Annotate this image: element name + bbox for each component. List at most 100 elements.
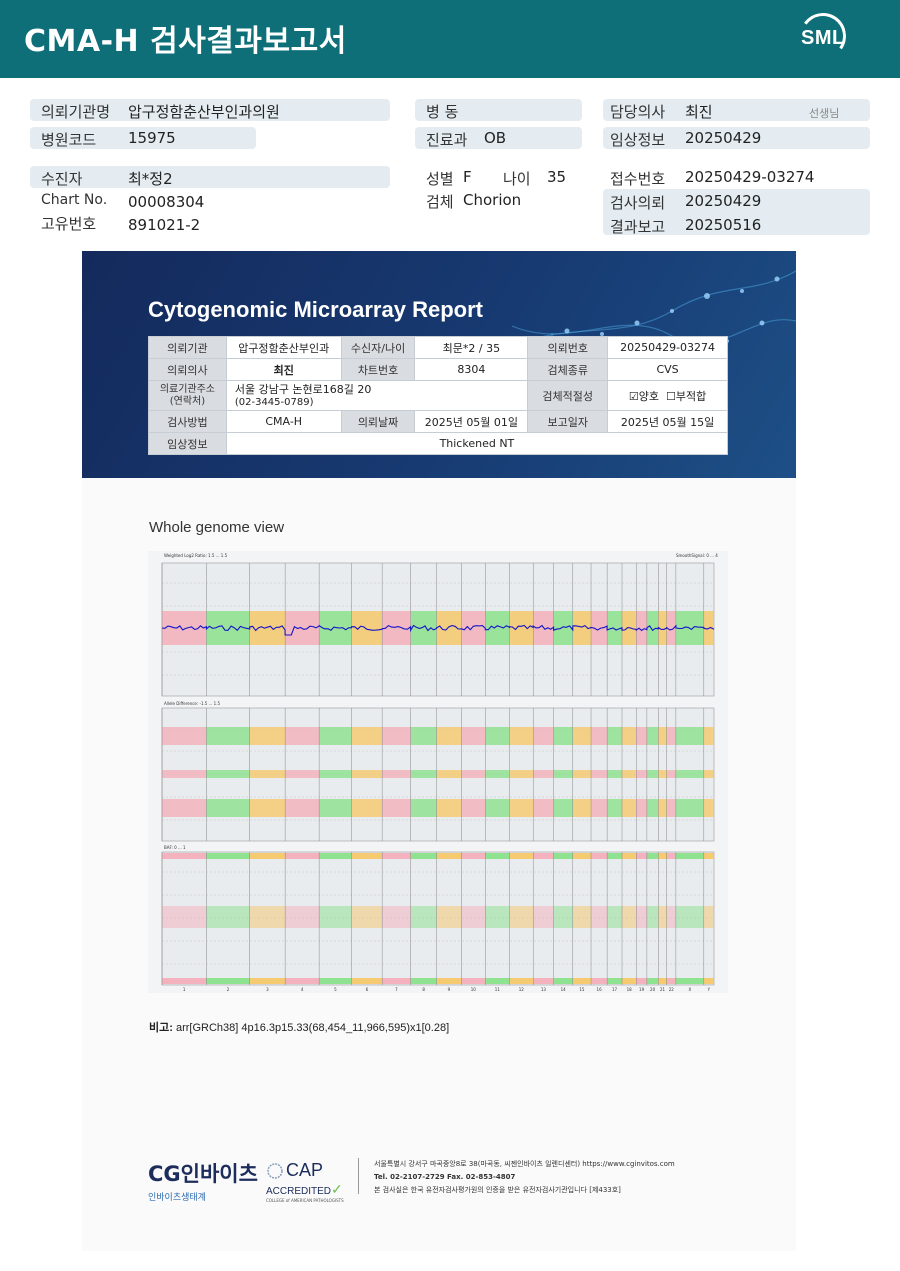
- chrom-log2-band: [553, 611, 573, 645]
- remark-text: arr[GRCh38] 4p16.3p15.33(68,454_11,966,5…: [175, 1022, 450, 1034]
- table-cell: 20250429-03274: [607, 336, 728, 359]
- panel2-label: Allele Difference: -1.5 ... 1.5: [164, 701, 220, 706]
- table-cell: Thickened NT: [225, 432, 729, 455]
- chrom-allele-band: [533, 727, 554, 745]
- chrom-allele-band: [206, 799, 250, 817]
- chart-value: 00008304: [128, 193, 205, 211]
- chrom-log2-band: [382, 611, 411, 645]
- log2-signal-line: [161, 624, 715, 636]
- chrom-label: 12: [519, 987, 525, 992]
- chrom-allele-band: [162, 727, 207, 745]
- report-title: Cytogenomic Microarray Report: [148, 297, 483, 322]
- chrom-allele-band: [666, 727, 676, 745]
- chrom-allele-band: [666, 770, 676, 778]
- chrom-allele-band: [572, 770, 592, 778]
- chrom-log2-band: [658, 611, 667, 645]
- chrom-baf-band: [675, 906, 704, 928]
- chrom-baf-band: [249, 906, 286, 928]
- table-cell: 검체종류: [527, 358, 609, 381]
- chrom-baf-band: [666, 853, 676, 859]
- table-cell: CVS: [607, 358, 728, 381]
- table-row: 임상정보 Thickened NT: [148, 432, 729, 455]
- age-value: 35: [547, 168, 567, 186]
- sml-logo: SML: [796, 9, 852, 65]
- chrom-baf-band: [658, 978, 667, 984]
- chrom-baf-band: [285, 906, 320, 928]
- chrom-allele-band: [436, 770, 462, 778]
- chrom-allele-band: [533, 799, 554, 817]
- chrom-allele-band: [162, 799, 207, 817]
- chrom-baf-band: [509, 978, 534, 984]
- chrom-allele-band: [591, 799, 608, 817]
- chrom-allele-band: [646, 799, 659, 817]
- chrom-allele-band: [249, 727, 286, 745]
- chrom-baf-band: [533, 978, 554, 984]
- dept-value: OB: [484, 129, 507, 147]
- chrom-label: 22: [669, 987, 675, 992]
- chrom-baf-band: [658, 906, 667, 928]
- chrom-allele-band: [703, 770, 714, 778]
- cap-accredited: ACCREDITED✓: [266, 1181, 343, 1197]
- chrom-allele-band: [436, 727, 462, 745]
- chrom-allele-band: [607, 770, 622, 778]
- adequacy-cell: ☑양호 ☐부적합: [607, 380, 728, 411]
- ward-row-bg: [415, 99, 582, 121]
- chrom-baf-band: [703, 906, 714, 928]
- patient-value: 최*정2: [128, 170, 173, 188]
- remark-label: 비고:: [149, 1022, 173, 1034]
- table-cell: 검체적절성: [527, 380, 609, 411]
- chrom-log2-band: [162, 611, 207, 645]
- chrom-allele-band: [591, 727, 608, 745]
- chrom-allele-band: [351, 770, 383, 778]
- cap-logo-block: CAP ACCREDITED✓ COLLEGE of AMERICAN PATH…: [266, 1160, 344, 1203]
- chrom-log2-band: [249, 611, 286, 645]
- chrom-label: 21: [660, 987, 666, 992]
- chrom-baf-band: [675, 978, 704, 984]
- chrom-baf-band: [461, 978, 486, 984]
- chrom-baf-band: [485, 853, 510, 859]
- request-report-bg: [603, 189, 870, 235]
- chrom-log2-band: [666, 611, 676, 645]
- chrom-label: 19: [639, 987, 645, 992]
- chrom-baf-band: [285, 978, 320, 984]
- chrom-allele-band: [206, 770, 250, 778]
- chrom-baf-band: [410, 906, 437, 928]
- chrom-allele-band: [636, 799, 647, 817]
- chrom-baf-band: [607, 906, 622, 928]
- adequacy-bad: 부적합: [675, 389, 707, 403]
- chrom-allele-band: [382, 727, 411, 745]
- chrom-baf-band: [572, 906, 592, 928]
- chrom-allele-band: [622, 799, 637, 817]
- chrom-baf-band: [646, 978, 659, 984]
- chrom-baf-band: [485, 906, 510, 928]
- doctor-suffix: 선생님: [809, 107, 840, 120]
- chrom-allele-band: [646, 770, 659, 778]
- chrom-baf-band: [162, 853, 207, 859]
- chrom-baf-band: [410, 978, 437, 984]
- table-cell: 의뢰날짜: [340, 410, 416, 433]
- chrom-baf-band: [553, 978, 573, 984]
- table-cell: 압구정함춘산부인과: [225, 336, 342, 359]
- chrom-label: 9: [448, 987, 451, 992]
- phone-line: (02-3445-0789): [234, 396, 314, 408]
- chrom-baf-band: [285, 853, 320, 859]
- chrom-baf-band: [553, 853, 573, 859]
- chrom-allele-band: [351, 799, 383, 817]
- chrom-allele-band: [622, 727, 637, 745]
- chrom-baf-band: [636, 978, 647, 984]
- cap-seal-icon: [267, 1163, 283, 1179]
- chart-label: Chart No.: [41, 192, 108, 208]
- table-cell: 의뢰번호: [527, 336, 609, 359]
- chrom-label: 15: [579, 987, 585, 992]
- address-cell: 서울 강남구 논현로168길 20 (02-3445-0789): [225, 380, 529, 411]
- table-cell: 차트번호: [340, 358, 416, 381]
- chrom-baf-band: [351, 978, 383, 984]
- chrom-baf-band: [162, 978, 207, 984]
- table-row: 의료기관주소 (연락처) 서울 강남구 논현로168길 20 (02-3445-…: [148, 380, 728, 411]
- patient-row-bg: [30, 166, 390, 188]
- chrom-baf-band: [509, 906, 534, 928]
- referring-label: 의뢰기관명: [41, 103, 111, 121]
- chrom-allele-band: [319, 799, 352, 817]
- chrom-baf-band: [533, 853, 554, 859]
- chrom-label: 10: [471, 987, 477, 992]
